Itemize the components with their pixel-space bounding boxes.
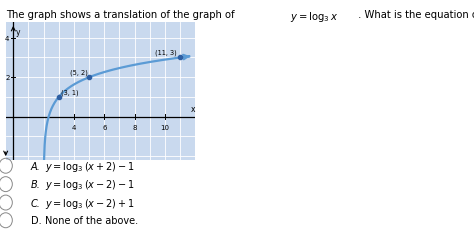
Text: A.: A. <box>31 161 41 171</box>
Text: . What is the equation of the graph?: . What is the equation of the graph? <box>355 10 474 20</box>
Text: (3, 1): (3, 1) <box>61 90 79 96</box>
Text: $y = \log_3(x + 2) - 1$: $y = \log_3(x + 2) - 1$ <box>45 159 135 173</box>
Text: (5, 2): (5, 2) <box>70 69 88 76</box>
Text: 4: 4 <box>72 124 76 130</box>
Text: 8: 8 <box>132 124 137 130</box>
Text: D.: D. <box>31 215 41 225</box>
Text: y: y <box>16 28 20 37</box>
Text: x: x <box>191 105 195 114</box>
Text: The graph shows a translation of the graph of: The graph shows a translation of the gra… <box>6 10 241 20</box>
Text: 2: 2 <box>5 75 9 81</box>
Text: 6: 6 <box>102 124 107 130</box>
Text: $y = \log_3 x$: $y = \log_3 x$ <box>290 10 338 24</box>
Text: B.: B. <box>31 179 41 189</box>
Text: 10: 10 <box>161 124 169 130</box>
Text: 4: 4 <box>5 36 9 42</box>
Text: $y = \log_3(x - 2) + 1$: $y = \log_3(x - 2) + 1$ <box>45 196 135 210</box>
Text: $y = \log_3(x - 2) - 1$: $y = \log_3(x - 2) - 1$ <box>45 177 135 191</box>
Text: C.: C. <box>31 198 41 208</box>
Text: (11, 3): (11, 3) <box>155 49 177 56</box>
Text: None of the above.: None of the above. <box>45 215 138 225</box>
